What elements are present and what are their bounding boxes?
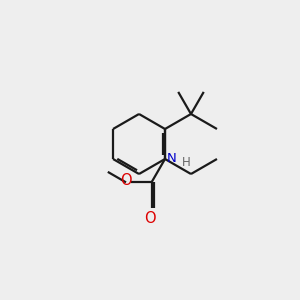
Text: O: O: [144, 211, 156, 226]
Text: N: N: [167, 152, 176, 166]
Text: H: H: [182, 156, 190, 169]
Text: O: O: [120, 173, 132, 188]
